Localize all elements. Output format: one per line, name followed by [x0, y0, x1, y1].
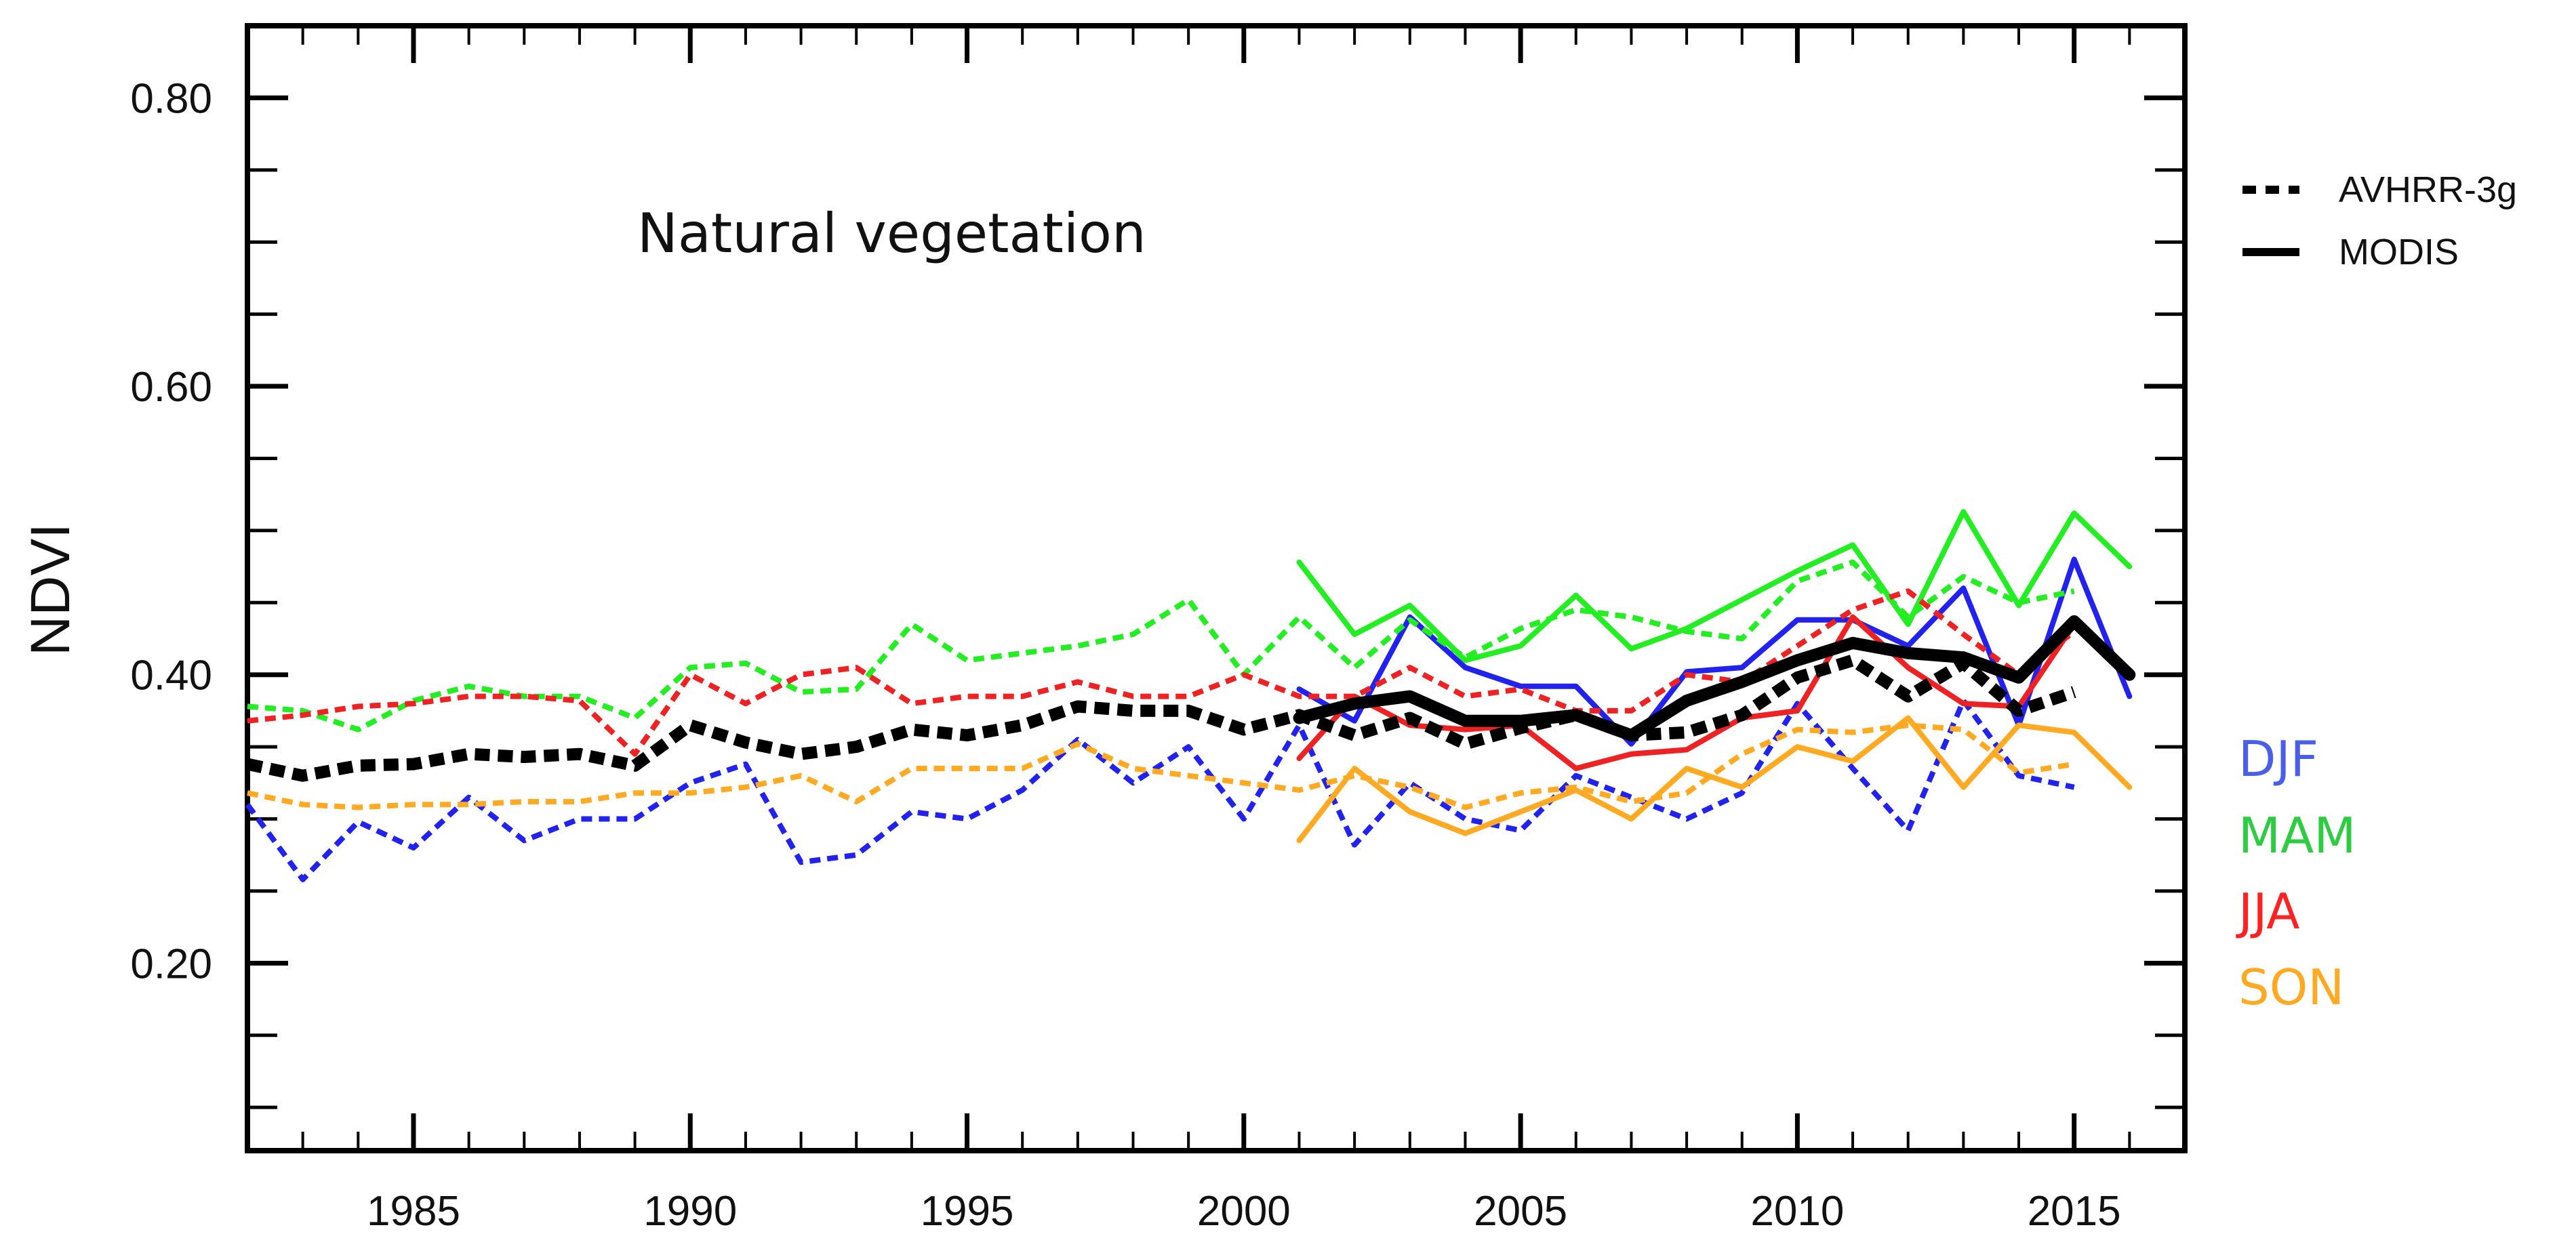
series-group [245, 509, 2136, 882]
series-line-son-modis [1296, 715, 2133, 844]
series-line-djf-avhrr-3g [245, 698, 2075, 882]
y-tick-label: 0.60 [130, 364, 212, 411]
annotation-natural-vegetation: Natural vegetation [637, 202, 1146, 265]
y-tick-label: 0.20 [130, 941, 212, 987]
legend-jja: JJA [2236, 883, 2299, 940]
style-legend: AVHRR-3g MODIS [2242, 169, 2517, 272]
x-tick-label: 2000 [1197, 1188, 1291, 1235]
y-tick-label: 0.80 [130, 75, 212, 122]
y-tick-label: 0.40 [130, 653, 212, 699]
series-line-mam-modis [1296, 509, 2133, 663]
axis-ticks: 0.80 0.60 0.40 0.20 1985 1990 1995 2000 2005 2010… [130, 24, 2185, 1235]
x-tick-label: 1990 [643, 1188, 737, 1235]
series-line-annual-avhrr-3g [246, 654, 2076, 782]
series-line-jja-avhrr-3g [247, 588, 2076, 757]
legend-djf: DJF [2238, 731, 2318, 787]
season-legend: DJF MAM JJA SON [2236, 731, 2356, 1016]
series-line-annual-modis [1293, 615, 2136, 742]
x-tick-label: 2010 [1750, 1188, 1844, 1235]
y-axis-label: NDVI [20, 523, 81, 656]
legend-modis-label: MODIS [2339, 232, 2459, 272]
x-tick-label: 2015 [2028, 1188, 2121, 1235]
x-tick-label: 1995 [921, 1188, 1014, 1235]
legend-mam: MAM [2238, 807, 2356, 864]
legend-son: SON [2238, 959, 2344, 1016]
x-tick-label: 1985 [367, 1188, 460, 1235]
legend-avhrr-label: AVHRR-3g [2339, 169, 2517, 210]
series-line-son-avhrr-3g [247, 722, 2075, 810]
x-tick-label: 2005 [1474, 1188, 1567, 1235]
plot-frame [245, 23, 2188, 1153]
